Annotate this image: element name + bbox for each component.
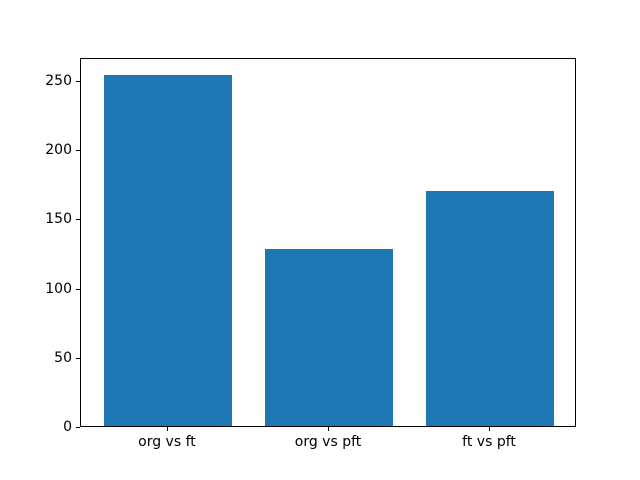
y-tick-mark [76,81,80,83]
y-tick-mark [76,357,80,359]
y-tick-mark [76,219,80,221]
plot-area [80,58,576,427]
y-tick-label: 100 [45,280,72,297]
y-tick-label: 200 [45,142,72,159]
y-tick-mark [76,150,80,152]
y-tick-label: 0 [63,419,72,435]
x-tick-label: org vs ft [138,434,196,450]
x-tick-mark [166,427,168,431]
y-tick-label: 250 [45,73,72,90]
x-tick-mark [328,427,329,431]
y-tick-label: 50 [54,349,72,366]
x-tick-label: org vs pft [294,434,362,450]
y-tick-label: 150 [45,211,72,228]
bar-org-vs-ft [103,74,233,426]
bar-org-vs-pft [264,248,394,426]
x-tick-label: ft vs pft [462,434,516,450]
bar-ft-vs-pft [425,190,555,426]
x-tick-mark [489,427,491,431]
y-tick-mark [76,288,80,290]
y-tick-mark [76,427,80,428]
